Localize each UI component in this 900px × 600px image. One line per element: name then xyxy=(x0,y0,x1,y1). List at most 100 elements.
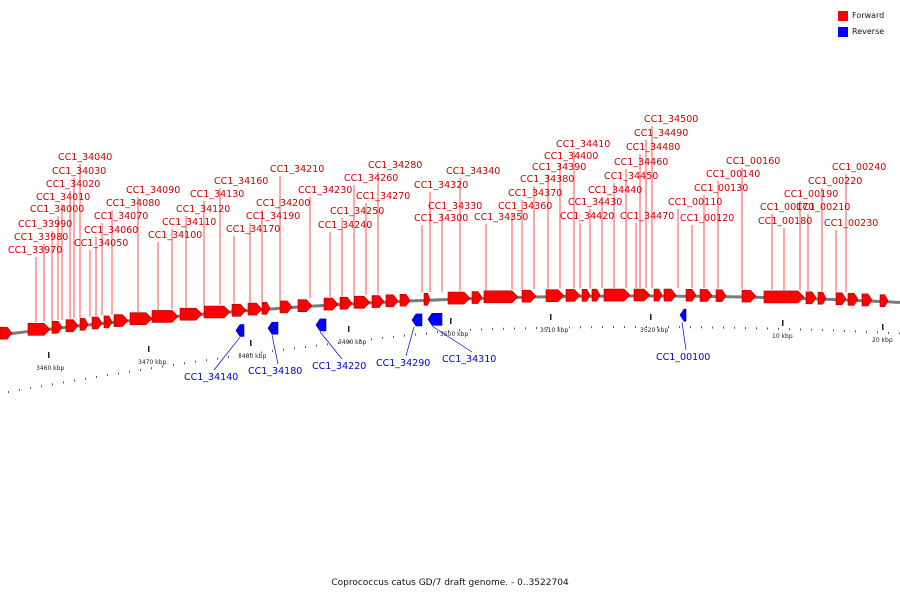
forward-gene-label[interactable]: CC1_00170 xyxy=(760,202,814,213)
forward-gene-label[interactable]: CC1_33970 xyxy=(8,245,62,256)
forward-gene-label[interactable]: CC1_33990 xyxy=(18,219,72,230)
forward-gene-label[interactable]: CC1_34380 xyxy=(520,174,574,185)
forward-gene-label[interactable]: CC1_00110 xyxy=(668,197,722,208)
forward-gene-arrow[interactable] xyxy=(399,293,411,307)
forward-gene-label[interactable]: CC1_34450 xyxy=(604,171,658,182)
forward-gene-arrow[interactable] xyxy=(261,301,271,315)
reverse-gene-arrow[interactable] xyxy=(427,312,443,326)
forward-gene-arrow[interactable] xyxy=(79,318,89,331)
forward-gene-label[interactable]: CC1_34190 xyxy=(246,211,300,222)
reverse-gene-arrow[interactable] xyxy=(315,318,327,332)
forward-gene-arrow[interactable] xyxy=(653,288,663,302)
reverse-gene-label[interactable]: CC1_34140 xyxy=(184,372,238,383)
forward-gene-label[interactable]: CC1_00130 xyxy=(694,183,748,194)
forward-gene-label[interactable]: CC1_34360 xyxy=(498,201,552,212)
forward-gene-arrow[interactable] xyxy=(371,295,385,308)
forward-gene-arrow[interactable] xyxy=(113,314,129,327)
forward-gene-label[interactable]: CC1_33980 xyxy=(14,232,68,243)
reverse-gene-arrow[interactable] xyxy=(679,308,687,322)
forward-gene-arrow[interactable] xyxy=(297,299,313,312)
forward-gene-arrow[interactable] xyxy=(385,294,399,308)
forward-gene-arrow[interactable] xyxy=(565,289,581,302)
forward-gene-label[interactable]: CC1_34060 xyxy=(84,225,138,236)
reverse-gene-arrow[interactable] xyxy=(235,324,245,337)
forward-gene-arrow[interactable] xyxy=(715,289,727,302)
forward-gene-label[interactable]: CC1_34490 xyxy=(634,128,688,139)
forward-gene-label[interactable]: CC1_00230 xyxy=(824,218,878,229)
forward-gene-arrow[interactable] xyxy=(231,303,247,317)
forward-gene-arrow[interactable] xyxy=(179,307,203,321)
forward-gene-label[interactable]: CC1_34080 xyxy=(106,198,160,209)
forward-gene-label[interactable]: CC1_34440 xyxy=(588,185,642,196)
forward-gene-arrow[interactable] xyxy=(0,326,13,340)
forward-gene-arrow[interactable] xyxy=(633,288,651,302)
forward-gene-label[interactable]: CC1_34230 xyxy=(298,185,352,196)
forward-gene-label[interactable]: CC1_34160 xyxy=(214,176,268,187)
forward-gene-label[interactable]: CC1_34110 xyxy=(162,217,216,228)
forward-gene-label[interactable]: CC1_34130 xyxy=(190,189,244,200)
forward-gene-label[interactable]: CC1_34010 xyxy=(36,192,90,203)
forward-gene-arrow[interactable] xyxy=(247,302,263,316)
forward-gene-label[interactable]: CC1_34120 xyxy=(176,204,230,215)
forward-gene-label[interactable]: CC1_34340 xyxy=(446,166,500,177)
forward-gene-arrow[interactable] xyxy=(103,315,113,329)
forward-gene-label[interactable]: CC1_34030 xyxy=(52,166,106,177)
reverse-gene-label[interactable]: CC1_34180 xyxy=(248,366,302,377)
forward-gene-arrow[interactable] xyxy=(353,296,371,309)
forward-gene-label[interactable]: CC1_34300 xyxy=(414,213,468,224)
forward-gene-label[interactable]: CC1_34400 xyxy=(544,151,598,162)
reverse-gene-label[interactable]: CC1_34290 xyxy=(376,358,430,369)
forward-gene-arrow[interactable] xyxy=(323,297,339,311)
forward-gene-label[interactable]: CC1_34100 xyxy=(148,230,202,241)
forward-gene-arrow[interactable] xyxy=(847,293,859,306)
forward-gene-arrow[interactable] xyxy=(545,289,565,302)
forward-gene-label[interactable]: CC1_00210 xyxy=(796,202,850,213)
forward-gene-label[interactable]: CC1_34480 xyxy=(626,142,680,153)
forward-gene-arrow[interactable] xyxy=(279,300,293,314)
forward-gene-label[interactable]: CC1_34420 xyxy=(560,211,614,222)
forward-gene-label[interactable]: CC1_00190 xyxy=(784,189,838,200)
forward-gene-arrow[interactable] xyxy=(581,288,591,302)
forward-gene-label[interactable]: CC1_34000 xyxy=(30,204,84,215)
forward-gene-arrow[interactable] xyxy=(861,293,873,307)
forward-gene-label[interactable]: CC1_34500 xyxy=(644,114,698,125)
forward-gene-arrow[interactable] xyxy=(483,290,519,304)
forward-gene-arrow[interactable] xyxy=(663,288,677,302)
forward-gene-arrow[interactable] xyxy=(817,291,827,305)
reverse-gene-label[interactable]: CC1_00100 xyxy=(656,352,710,363)
forward-gene-arrow[interactable] xyxy=(91,316,103,330)
forward-gene-arrow[interactable] xyxy=(151,310,179,323)
forward-gene-label[interactable]: CC1_00220 xyxy=(808,176,862,187)
forward-gene-label[interactable]: CC1_34070 xyxy=(94,211,148,222)
forward-gene-label[interactable]: CC1_34090 xyxy=(126,185,180,196)
forward-gene-arrow[interactable] xyxy=(741,289,757,303)
forward-gene-arrow[interactable] xyxy=(51,320,63,334)
forward-gene-label[interactable]: CC1_34250 xyxy=(330,206,384,217)
forward-gene-label[interactable]: CC1_34270 xyxy=(356,191,410,202)
forward-gene-arrow[interactable] xyxy=(471,291,483,304)
forward-gene-arrow[interactable] xyxy=(521,289,537,303)
forward-gene-arrow[interactable] xyxy=(423,293,431,306)
forward-gene-arrow[interactable] xyxy=(699,289,713,302)
forward-gene-label[interactable]: CC1_34410 xyxy=(556,139,610,150)
forward-gene-arrow[interactable] xyxy=(65,319,79,332)
forward-gene-arrow[interactable] xyxy=(603,288,631,302)
forward-gene-label[interactable]: CC1_34200 xyxy=(256,198,310,209)
forward-gene-arrow[interactable] xyxy=(129,312,153,325)
forward-gene-label[interactable]: CC1_00120 xyxy=(680,213,734,224)
forward-gene-label[interactable]: CC1_34210 xyxy=(270,164,324,175)
forward-gene-arrow[interactable] xyxy=(685,288,697,302)
forward-gene-arrow[interactable] xyxy=(203,305,231,319)
forward-gene-arrow[interactable] xyxy=(763,290,805,304)
forward-gene-label[interactable]: CC1_34430 xyxy=(568,197,622,208)
forward-gene-arrow[interactable] xyxy=(27,323,51,336)
forward-gene-label[interactable]: CC1_34280 xyxy=(368,160,422,171)
reverse-gene-arrow[interactable] xyxy=(267,321,279,335)
forward-gene-label[interactable]: CC1_34330 xyxy=(428,201,482,212)
forward-gene-arrow[interactable] xyxy=(591,288,601,302)
reverse-gene-label[interactable]: CC1_34310 xyxy=(442,354,496,365)
forward-gene-arrow[interactable] xyxy=(805,291,817,305)
reverse-gene-arrow[interactable] xyxy=(411,313,423,327)
forward-gene-label[interactable]: CC1_00160 xyxy=(726,156,780,167)
forward-gene-label[interactable]: CC1_34260 xyxy=(344,173,398,184)
